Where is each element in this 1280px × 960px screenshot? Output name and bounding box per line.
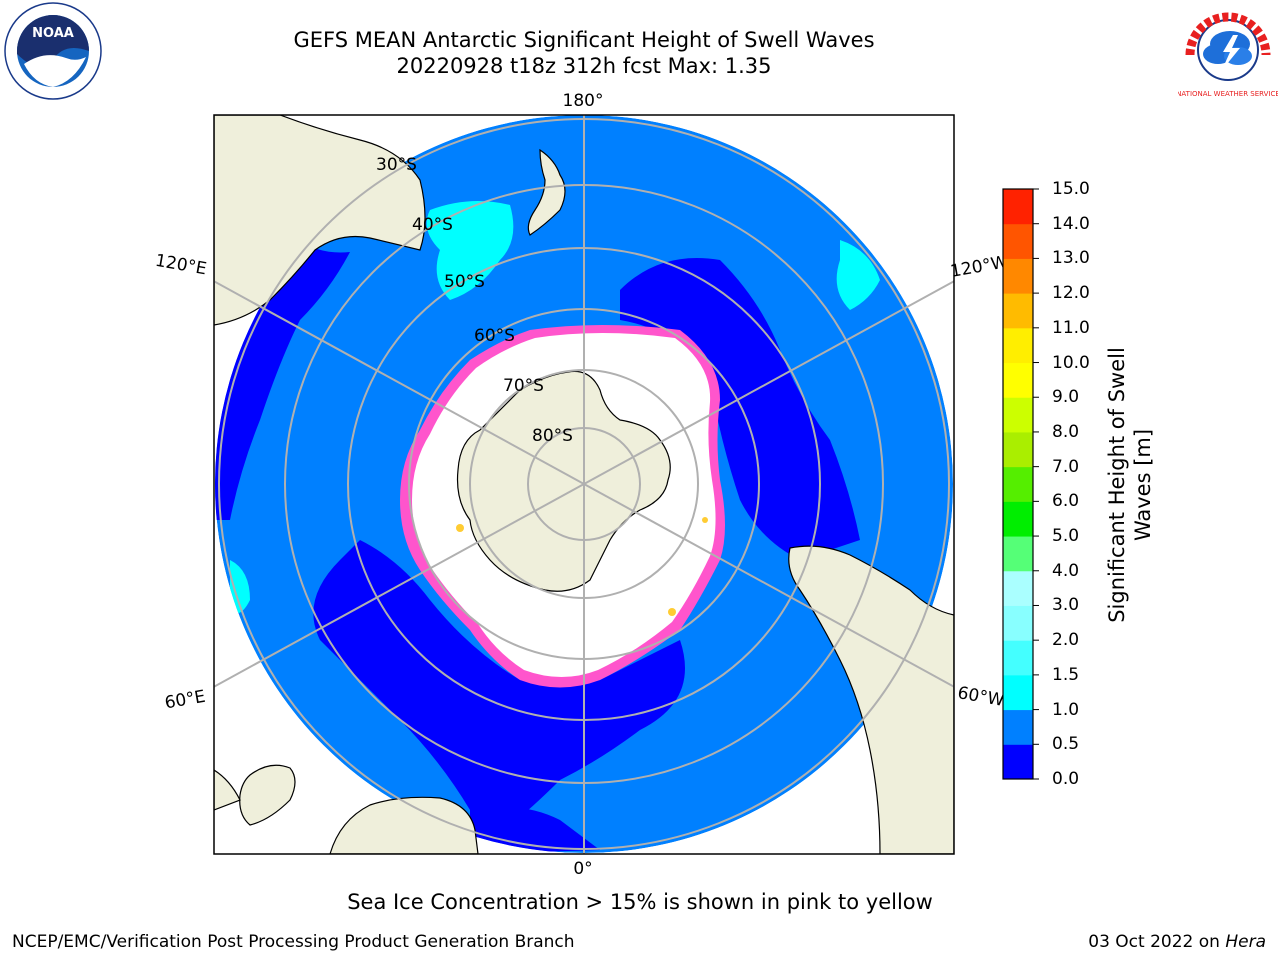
sea-ice-speckle [668, 608, 676, 616]
colorbar-segment [1003, 536, 1033, 572]
lon-label-60W: 60°W [956, 683, 1006, 711]
lat-label-80S: 80°S [532, 426, 573, 446]
swell-field-cyan-west [230, 560, 250, 614]
lat-label-60S: 60°S [474, 326, 515, 346]
lon-label-120W: 120°W [949, 252, 1010, 282]
colorbar-segment [1003, 223, 1033, 259]
colorbar-label-line2: Waves [m] [1131, 428, 1155, 542]
colorbar-tick-label: 8.0 [1052, 421, 1080, 442]
colorbar-segment [1003, 189, 1033, 225]
colorbar-tick-label: 1.5 [1052, 664, 1080, 685]
colorbar-segment [1003, 293, 1033, 329]
colorbar-tick-label: 15.0 [1052, 179, 1090, 199]
footer-host: Hera [1225, 932, 1266, 952]
colorbar-tick-label: 2.0 [1052, 630, 1080, 651]
swell-field-cyan-northeast [836, 240, 880, 310]
colorbar-tick-label: 7.0 [1052, 456, 1080, 477]
lat-label-50S: 50°S [444, 272, 485, 292]
colorbar-tick-label: 5.0 [1052, 526, 1080, 547]
colorbar-tick-label: 0.0 [1052, 769, 1080, 789]
colorbar-tick-label: 0.5 [1052, 734, 1080, 755]
land-antarctica [456, 370, 671, 592]
colorbar-tick-label: 6.0 [1052, 491, 1080, 512]
land-south-america [788, 545, 954, 854]
swell-field-cyan-north [426, 201, 514, 300]
land-masses [214, 115, 954, 854]
colorbar-segment [1003, 744, 1033, 780]
lat-label-40S: 40°S [412, 215, 453, 235]
colorbar-segment [1003, 466, 1033, 502]
lat-label-30S: 30°S [376, 155, 417, 175]
lon-label-120E: 120°E [154, 251, 208, 280]
chart-title: GEFS MEAN Antarctic Significant Height o… [293, 28, 875, 52]
colorbar-tick-label: 1.0 [1052, 699, 1080, 720]
colorbar-segment [1003, 362, 1033, 398]
colorbar-tick-label: 14.0 [1052, 213, 1090, 234]
sea-ice-speckle [456, 524, 464, 532]
lat-label-70S: 70°S [503, 376, 544, 396]
swell-field-low-south-ring [313, 540, 685, 840]
colorbar-label: Significant Height of Swell Waves [m] [1104, 347, 1156, 623]
footer-date: 03 Oct 2022 on Hera [1088, 932, 1266, 952]
colorbar-tick-label: 13.0 [1052, 248, 1090, 269]
colorbar-segment [1003, 674, 1033, 711]
colorbar-segment [1003, 640, 1033, 676]
land-new-zealand [527, 148, 566, 236]
land-africa [329, 796, 479, 854]
colorbar-segment [1003, 397, 1033, 433]
colorbar-tick-label: 12.0 [1052, 283, 1090, 304]
lon-label-180: 180° [563, 91, 604, 111]
lon-label-60E: 60°E [163, 687, 207, 714]
sea-ice-speckle [702, 517, 708, 523]
sea-ice-note: Sea Ice Concentration > 15% is shown in … [347, 890, 933, 914]
colorbar-segment [1003, 709, 1033, 745]
colorbar-segment [1003, 327, 1033, 364]
colorbar-tick-label: 11.0 [1052, 317, 1090, 338]
colorbar-segment [1003, 431, 1033, 468]
land-southwest-corner [214, 769, 241, 811]
chart-subtitle: 20220928 t18z 312h fcst Max: 1.35 [396, 54, 772, 78]
footer-date-text: 03 Oct 2022 on [1088, 932, 1226, 952]
noaa-logo-text: NOAA [32, 26, 74, 41]
noaa-logo: NOAA [4, 2, 102, 100]
nws-logo: NATIONAL WEATHER SERVICE [1178, 2, 1278, 98]
colorbar-tick-label: 4.0 [1052, 560, 1080, 581]
swell-field-low-south [470, 806, 600, 853]
colorbar-tick-label: 9.0 [1052, 387, 1080, 408]
colorbar-segment [1003, 570, 1033, 606]
colorbar-segment [1003, 501, 1033, 537]
land-madagascar [239, 764, 296, 826]
footer-branch: NCEP/EMC/Verification Post Processing Pr… [12, 932, 575, 952]
lon-label-0: 0° [573, 859, 592, 879]
nws-logo-text: NATIONAL WEATHER SERVICE [1178, 90, 1278, 98]
map-frame [213, 114, 955, 855]
colorbar-label-line1: Significant Height of Swell [1105, 347, 1129, 623]
colorbar-frame [1002, 188, 1034, 780]
colorbar-segment [1003, 605, 1033, 641]
graticule [214, 115, 954, 854]
colorbar [1003, 188, 1039, 780]
colorbar-segment [1003, 258, 1033, 294]
meridian-60E-120W [214, 280, 954, 688]
colorbar-tick-label: 10.0 [1052, 352, 1090, 373]
land-australia [214, 115, 426, 326]
colorbar-tick-label: 3.0 [1052, 595, 1080, 616]
